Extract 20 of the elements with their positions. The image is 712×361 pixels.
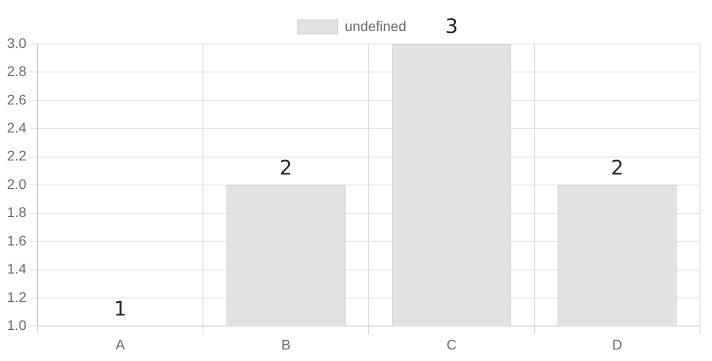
x-tick-label: B bbox=[281, 336, 291, 352]
x-tick-label: C bbox=[446, 336, 457, 352]
data-label: 1 bbox=[114, 296, 127, 320]
y-tick-label: 1.8 bbox=[6, 204, 27, 220]
data-label: 3 bbox=[445, 14, 458, 38]
y-tick-label: 1.2 bbox=[6, 288, 27, 305]
data-label: 2 bbox=[610, 155, 624, 180]
x-tick-label: D bbox=[612, 336, 622, 352]
y-tick-label: 1.4 bbox=[6, 260, 27, 277]
y-tick-label: 1.0 bbox=[6, 317, 27, 334]
data-label: 2 bbox=[280, 155, 292, 180]
y-tick-label: 2.6 bbox=[6, 91, 27, 108]
y-tick-label: 2.0 bbox=[6, 176, 27, 192]
y-tick-label: 1.6 bbox=[6, 232, 27, 248]
y-tick-label: 2.8 bbox=[6, 63, 27, 80]
x-tick-label: A bbox=[116, 336, 126, 352]
y-tick-label: 3.0 bbox=[6, 34, 27, 51]
legend-label: undefined bbox=[344, 18, 406, 34]
y-tick-label: 2.4 bbox=[6, 120, 27, 136]
y-tick-label: 2.2 bbox=[6, 148, 27, 164]
